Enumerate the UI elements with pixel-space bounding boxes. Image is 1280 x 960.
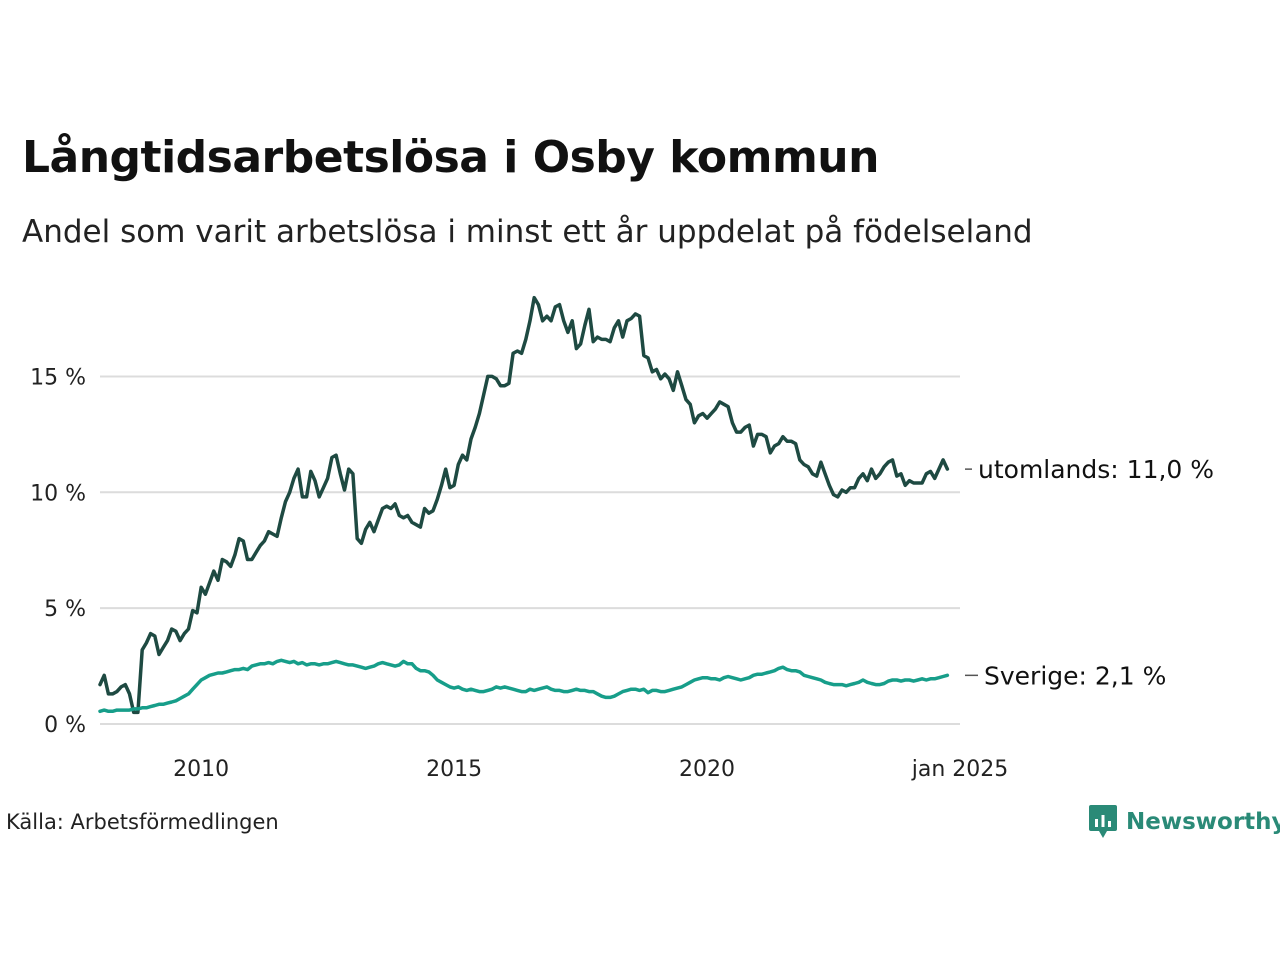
brand-logo: Newsworthy [1088, 804, 1280, 840]
series-lines [98, 295, 950, 715]
series-end-label-utomlands: utomlands: 11,0 % [978, 455, 1214, 484]
y-tick-label: 15 % [30, 365, 86, 390]
x-tick-label: jan 2025 [911, 757, 1009, 782]
x-tick-label: 2020 [679, 757, 735, 782]
chart-subtitle: Andel som varit arbetslösa i minst ett å… [22, 214, 1033, 250]
x-axis-ticks: 2010 2015 2020 jan 2025 [173, 757, 1008, 782]
brand-name: Newsworthy [1126, 809, 1280, 835]
series-end-label-sverige: Sverige: 2,1 % [984, 661, 1166, 690]
x-tick-label: 2010 [173, 757, 229, 782]
x-tick-label: 2015 [426, 757, 482, 782]
y-axis-ticks: 0 % 5 % 10 % 15 % [30, 365, 86, 738]
y-tick-label: 5 % [44, 597, 86, 622]
source-note: Källa: Arbetsförmedlingen [6, 810, 279, 834]
gridlines [100, 375, 960, 725]
series-line-sverige [98, 658, 950, 714]
chart-title: Långtidsarbetslösa i Osby kommun [22, 132, 879, 183]
y-tick-label: 10 % [30, 481, 86, 506]
series-line-utomlands [98, 295, 950, 715]
y-tick-label: 0 % [44, 713, 86, 738]
series-end-labels: utomlands: 11,0 % Sverige: 2,1 % [965, 455, 1214, 690]
newsworthy-logo-icon [1089, 805, 1117, 838]
